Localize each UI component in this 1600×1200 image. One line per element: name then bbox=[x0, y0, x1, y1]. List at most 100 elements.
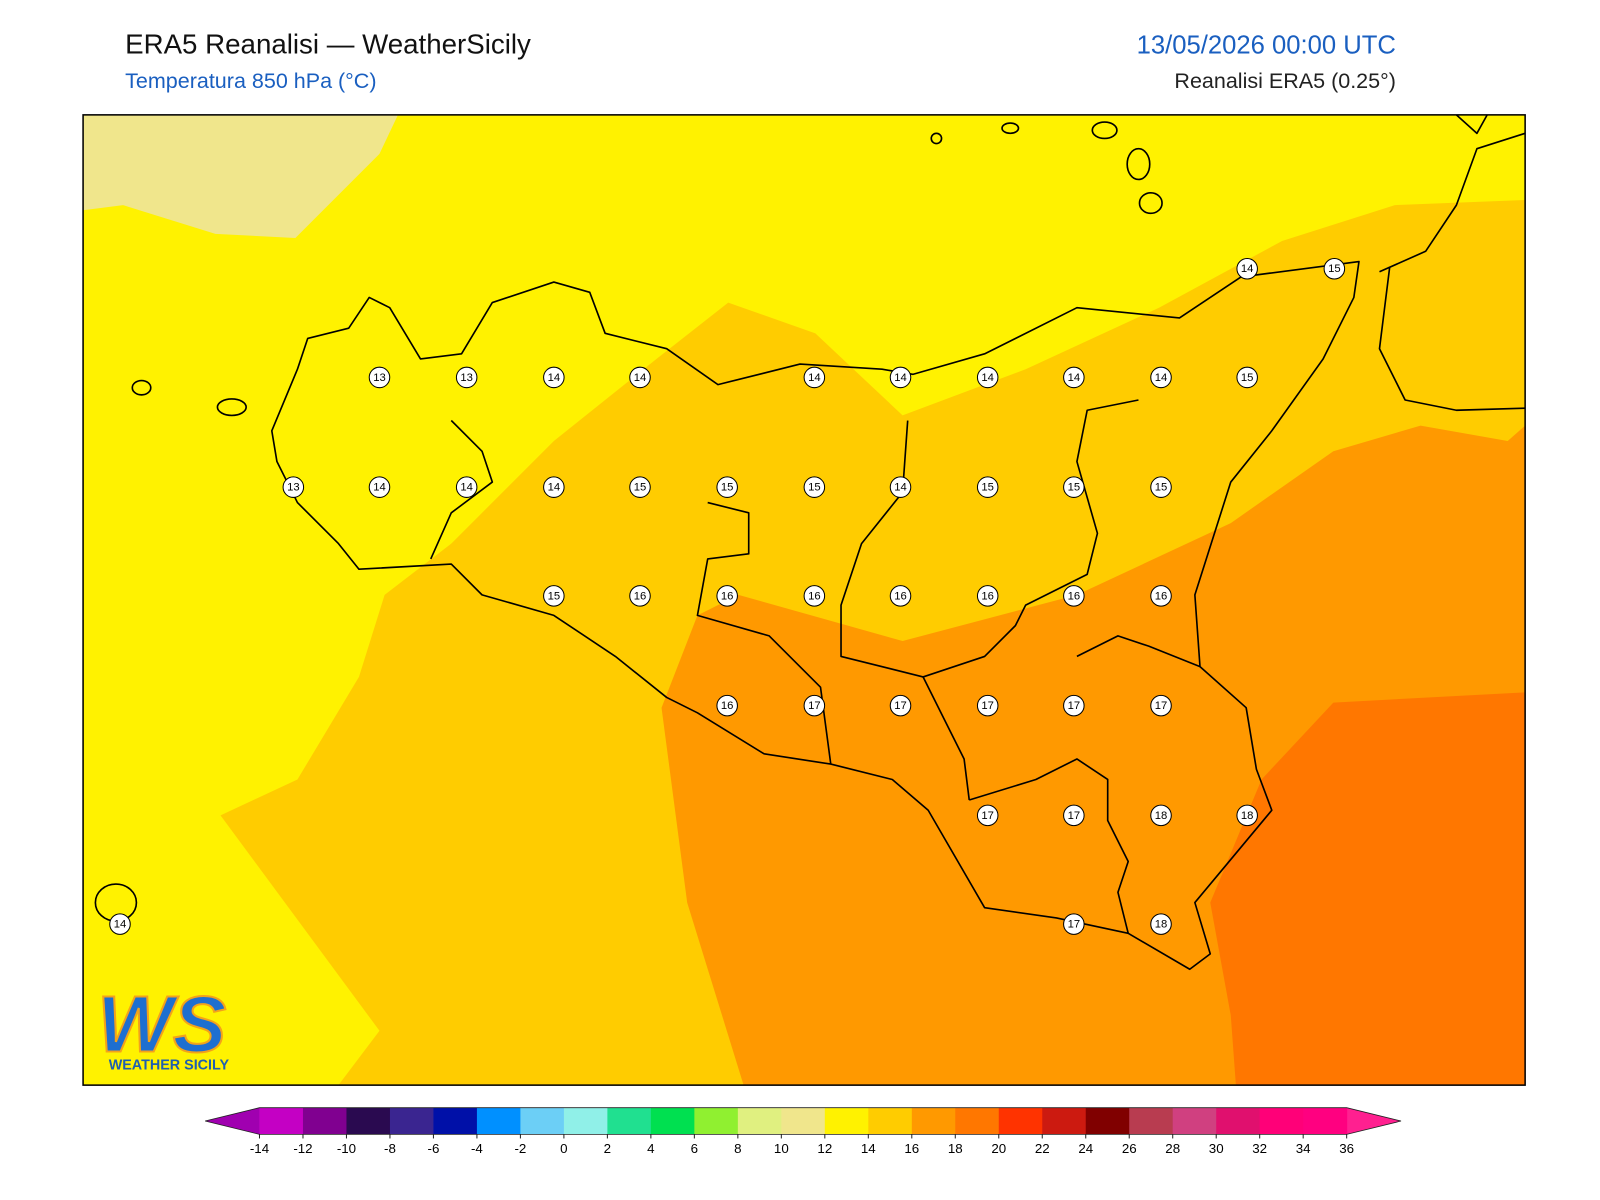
colorbar-tick-label: 2 bbox=[604, 1141, 611, 1156]
station-marker bbox=[543, 366, 565, 389]
station-value: 14 bbox=[548, 372, 561, 384]
station-marker bbox=[889, 694, 912, 717]
logo-mark: WS bbox=[97, 979, 226, 1068]
colorbar-tick-label: 6 bbox=[691, 1141, 698, 1156]
colorbar-tick-label: 26 bbox=[1122, 1141, 1137, 1156]
colorbar-tick-label: 32 bbox=[1252, 1141, 1267, 1156]
station-marker bbox=[543, 476, 565, 498]
colorbar-tick-label: 18 bbox=[948, 1141, 963, 1156]
station-value: 15 bbox=[721, 482, 734, 494]
station-marker bbox=[109, 913, 131, 935]
station-marker bbox=[1063, 804, 1085, 827]
colorbar-tick-label: 20 bbox=[991, 1141, 1006, 1156]
colorbar-swatch bbox=[1129, 1107, 1174, 1135]
source: Reanalisi ERA5 (0.25°) bbox=[1174, 69, 1395, 93]
station-value: 16 bbox=[721, 700, 734, 712]
colorbar-swatch bbox=[737, 1107, 782, 1135]
colorbar-swatch bbox=[1303, 1107, 1348, 1135]
colorbar-swatch bbox=[911, 1107, 956, 1135]
band bbox=[1210, 692, 1526, 1086]
field: 14 15 13 13 14 14 14 14 14 14 14 15 13 14 14 14 15 15 15 14… bbox=[83, 114, 1526, 1086]
colorbar-over bbox=[1346, 1107, 1402, 1135]
station-marker bbox=[976, 476, 999, 498]
station-value: 16 bbox=[1155, 590, 1168, 602]
colorbar-tick-label: 36 bbox=[1339, 1141, 1354, 1156]
station-value: 14 bbox=[114, 919, 127, 931]
colorbar-tick-label: 24 bbox=[1078, 1141, 1093, 1156]
coastline bbox=[94, 114, 1526, 971]
station-marker bbox=[716, 694, 738, 717]
colorbar-tick-label: 14 bbox=[861, 1141, 876, 1156]
station-value: 16 bbox=[808, 590, 821, 602]
station-marker bbox=[716, 476, 738, 498]
station-marker bbox=[1150, 694, 1172, 717]
station-value: 15 bbox=[548, 590, 561, 602]
colorbar-tick-label: -4 bbox=[471, 1141, 483, 1156]
colorbar-tick-label: 28 bbox=[1165, 1141, 1180, 1156]
subtitle: Temperatura 850 hPa (°C) bbox=[125, 69, 376, 93]
colorbar: -14 -12 -10 -8 -6 -4 -2 0 2 4 6 8 10 12 14 16 18 20 22 24 26… bbox=[205, 1107, 1402, 1156]
station-marker bbox=[1236, 257, 1258, 280]
colorbar-swatch bbox=[259, 1107, 304, 1135]
station-marker bbox=[1236, 366, 1258, 389]
colorbar-swatch bbox=[1085, 1107, 1130, 1135]
station-marker bbox=[1063, 366, 1085, 389]
colorbar-swatch bbox=[998, 1107, 1043, 1135]
station-marker bbox=[1150, 804, 1172, 827]
colorbar-swatch bbox=[1216, 1107, 1261, 1135]
station-value: 18 bbox=[1241, 810, 1254, 822]
logo: WS WEATHER SICILY bbox=[96, 978, 230, 1074]
colorbar-swatch bbox=[1259, 1107, 1304, 1135]
colorbar-swatch bbox=[520, 1107, 565, 1135]
colorbar-swatch bbox=[824, 1107, 869, 1135]
station-value: 17 bbox=[1068, 700, 1081, 712]
colorbar-tick-label: 34 bbox=[1296, 1141, 1311, 1156]
colorbar-tick-label: 30 bbox=[1209, 1141, 1224, 1156]
station-marker bbox=[889, 476, 912, 498]
colorbar-tick-label: 0 bbox=[560, 1141, 567, 1156]
colorbar-under bbox=[205, 1107, 260, 1135]
station-marker bbox=[976, 694, 999, 717]
station-value: 16 bbox=[981, 590, 994, 602]
station-marker bbox=[1236, 804, 1258, 827]
station-marker bbox=[1150, 476, 1172, 498]
station-marker bbox=[803, 585, 826, 607]
colorbar-tick-label: -2 bbox=[514, 1141, 526, 1156]
colorbar-tick-label: -6 bbox=[428, 1141, 440, 1156]
colorbar-swatch bbox=[563, 1107, 608, 1135]
station-value: 18 bbox=[1155, 810, 1168, 822]
logo-name: WEATHER SICILY bbox=[109, 1058, 230, 1074]
station-marker bbox=[1063, 913, 1085, 935]
colorbar-swatch bbox=[868, 1107, 913, 1135]
station-marker bbox=[282, 476, 305, 498]
station-marker bbox=[976, 804, 999, 827]
station-value: 14 bbox=[460, 482, 473, 494]
colorbar-swatch bbox=[1042, 1107, 1087, 1135]
station-marker bbox=[1150, 366, 1172, 389]
station-value: 14 bbox=[981, 372, 994, 384]
station-marker bbox=[1150, 585, 1172, 607]
station-marker bbox=[803, 476, 826, 498]
station-value: 15 bbox=[1155, 482, 1168, 494]
colorbar-swatch bbox=[650, 1107, 695, 1135]
station-value: 14 bbox=[894, 372, 907, 384]
colorbar-tick-label: 12 bbox=[817, 1141, 832, 1156]
station-value: 16 bbox=[894, 590, 907, 602]
station-value: 17 bbox=[1068, 810, 1081, 822]
station-value: 15 bbox=[1068, 482, 1081, 494]
colorbar-swatch bbox=[476, 1107, 521, 1135]
colorbar-swatch bbox=[433, 1107, 478, 1135]
station-marker bbox=[976, 366, 999, 389]
station-marker bbox=[543, 585, 565, 607]
station-marker bbox=[629, 585, 651, 607]
station-value: 14 bbox=[548, 482, 561, 494]
colorbar-swatch bbox=[302, 1107, 347, 1135]
station-value: 13 bbox=[460, 372, 473, 384]
station-marker bbox=[889, 366, 912, 389]
station-marker bbox=[889, 585, 912, 607]
colorbar-swatch bbox=[389, 1107, 434, 1135]
station-value: 14 bbox=[808, 372, 821, 384]
station-marker bbox=[455, 366, 478, 389]
station-marker bbox=[629, 476, 651, 498]
station-marker bbox=[455, 476, 478, 498]
